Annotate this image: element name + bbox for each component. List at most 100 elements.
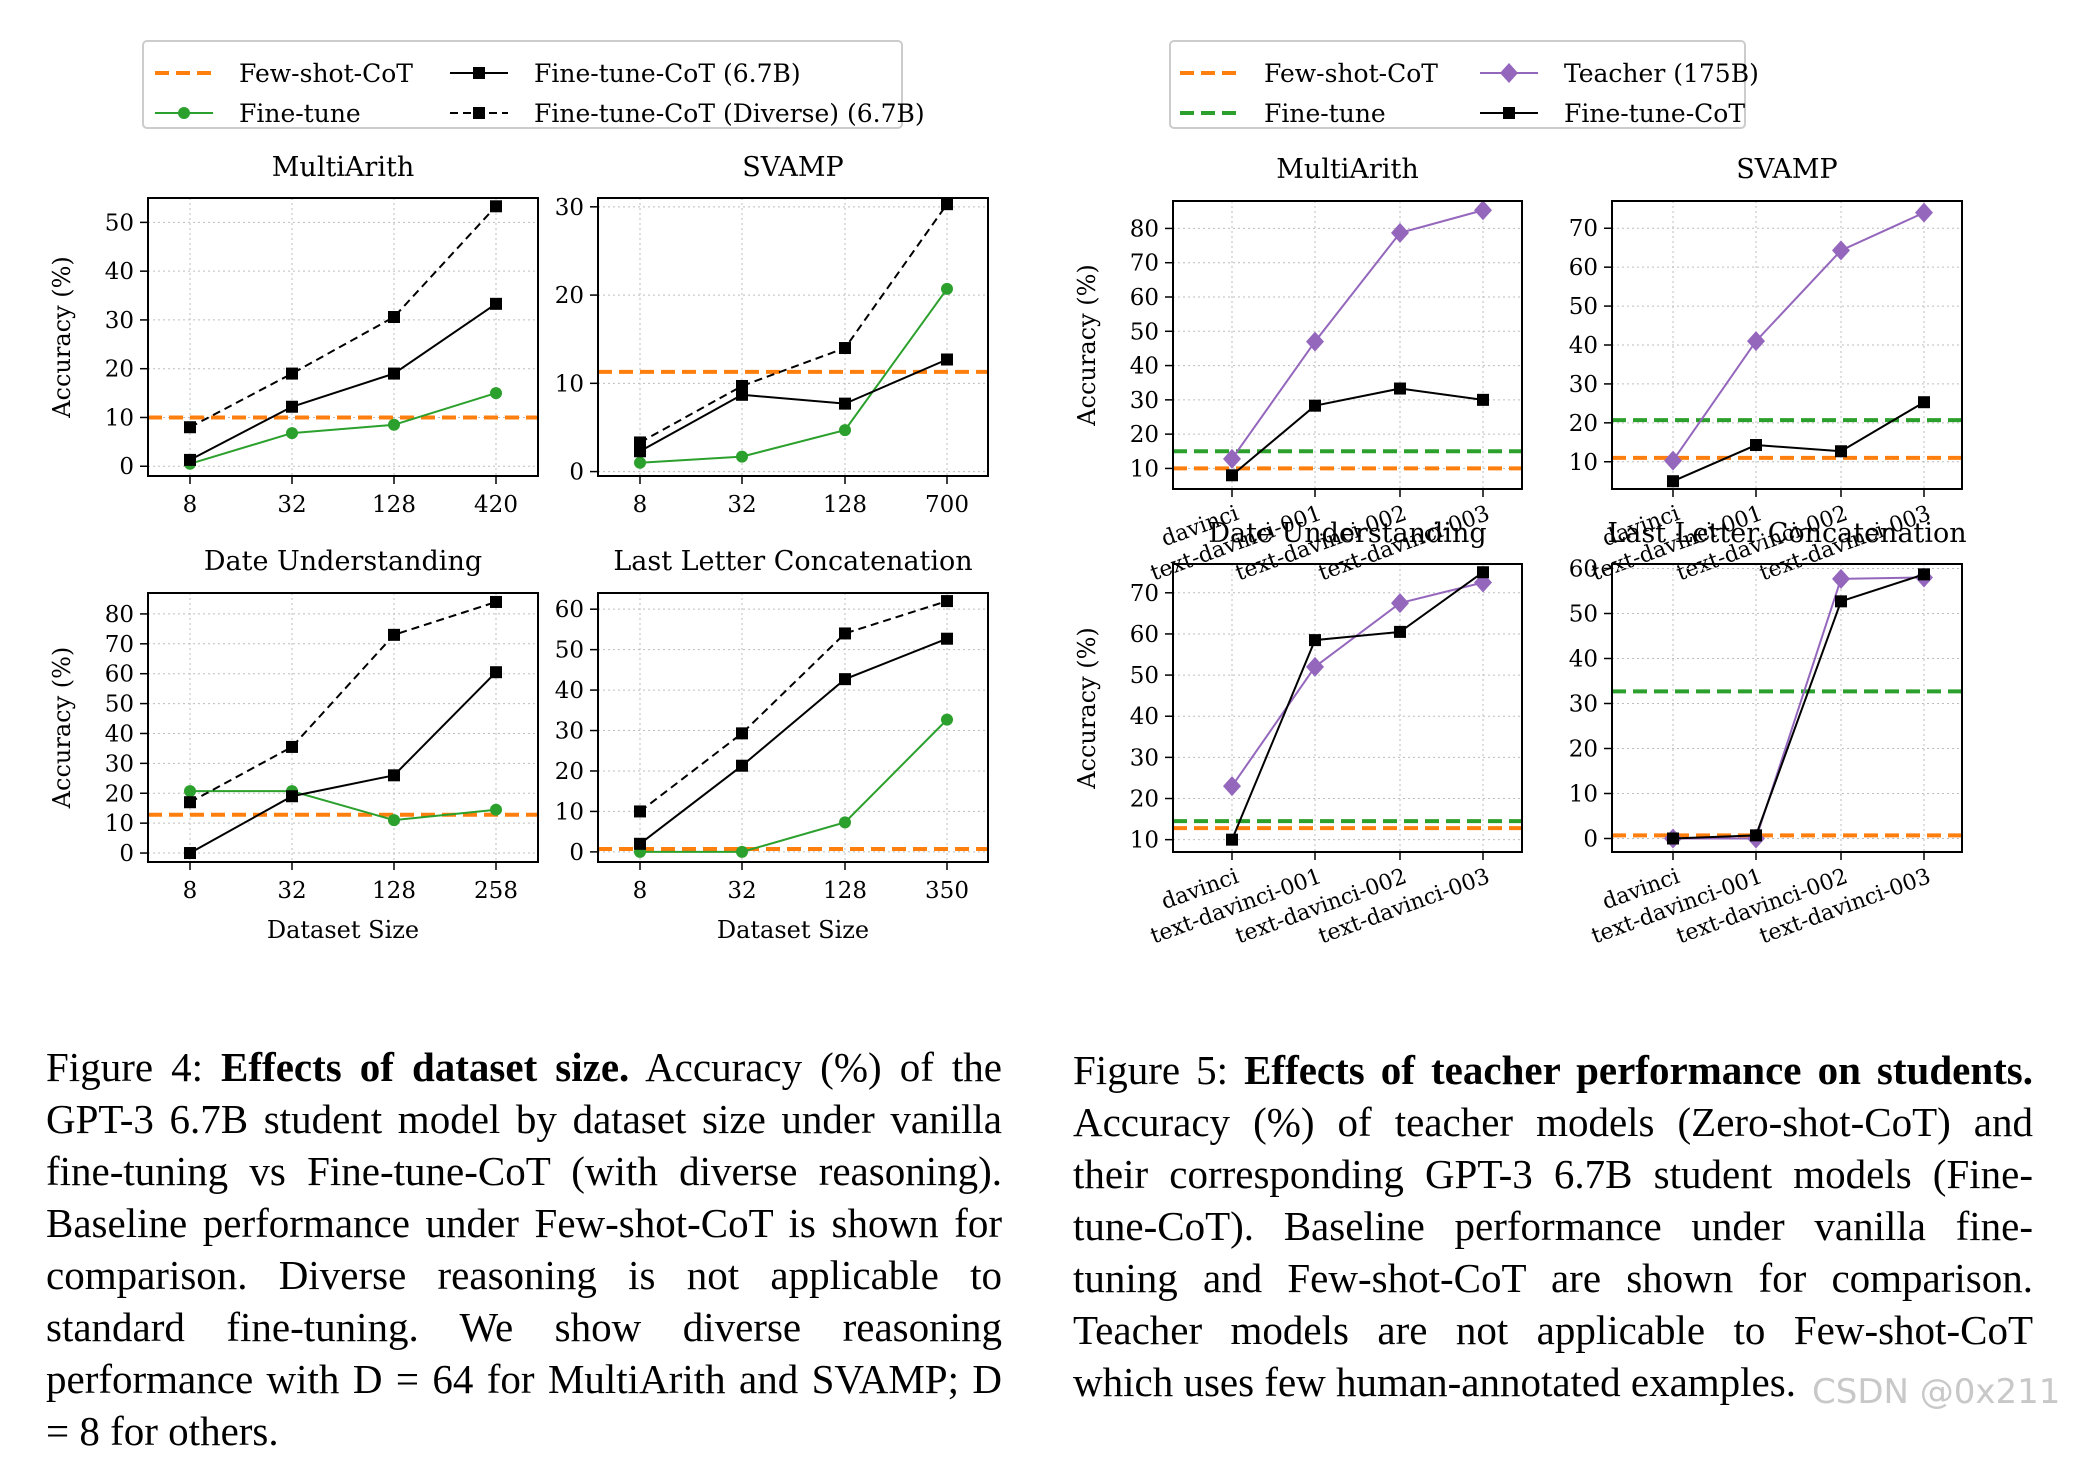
data-point: [1391, 593, 1409, 614]
legend-item: Few-shot-CoT: [1180, 59, 1438, 88]
legend-frame: [142, 40, 903, 129]
chart-title: Date Understanding: [204, 546, 482, 577]
data-point: [1918, 568, 1930, 581]
y-tick-label: 20: [555, 283, 584, 309]
y-tick-label: 30: [555, 195, 584, 221]
data-point: [286, 427, 298, 440]
data-point: [736, 379, 748, 392]
figure4-caption-prefix: Figure 4:: [46, 1044, 222, 1090]
data-point: [490, 200, 502, 213]
data-point: [1832, 240, 1850, 261]
y-tick-label: 30: [105, 308, 134, 334]
legend-item: Few-shot-CoT: [155, 59, 413, 88]
figure4-legend: Few-shot-CoT Fine-tune-CoT (6.7B) Fine-tun…: [142, 40, 925, 129]
x-axis-label: Dataset Size: [267, 916, 419, 944]
x-tick-label: 32: [277, 492, 306, 518]
data-point: [941, 282, 953, 295]
series-line: [639, 600, 948, 813]
plot-frame: [1172, 563, 1523, 853]
chart-title: SVAMP: [742, 152, 843, 183]
y-tick-label: 40: [1569, 647, 1598, 673]
data-point: [1918, 396, 1930, 409]
x-tick-label: 32: [277, 878, 306, 904]
data-point: [388, 628, 400, 641]
series-line: [1673, 576, 1925, 840]
legend-item: Fine-tune: [1180, 99, 1386, 128]
data-point: [286, 740, 298, 753]
y-tick-label: 40: [105, 721, 134, 747]
y-tick-label: 60: [1569, 255, 1598, 281]
data-point: [1477, 566, 1489, 579]
legend-swatch-marker: [473, 67, 485, 79]
chart-panel-2: 0 10 20 30 8 32 128 700 SVAMP: [555, 152, 989, 518]
y-tick-label: 60: [1569, 557, 1598, 583]
series-line: [639, 288, 948, 464]
series-fine-tune-cot-diverse-6-7b-: [184, 595, 502, 809]
y-tick-label: 50: [1569, 294, 1598, 320]
x-tick-label: 8: [183, 492, 198, 518]
y-tick-label: 60: [555, 597, 584, 623]
y-tick-label: 20: [1130, 787, 1159, 813]
data-point: [736, 759, 748, 772]
series-fine-tune-cot-diverse-6-7b-: [184, 200, 502, 434]
x-tick-label: 258: [474, 878, 518, 904]
data-point: [941, 353, 953, 366]
y-axis-label: Accuracy (%): [1073, 627, 1101, 790]
data-point: [634, 805, 646, 818]
data-point: [1915, 202, 1933, 223]
y-tick-label: 40: [1130, 704, 1159, 730]
legend-label: Fine-tune-CoT: [1564, 99, 1745, 128]
data-point: [634, 456, 646, 469]
chart-title: MultiArith: [1276, 154, 1418, 185]
y-tick-label: 50: [1130, 319, 1159, 345]
data-point: [184, 421, 196, 434]
series-line: [1672, 401, 1925, 483]
data-point: [490, 803, 502, 816]
y-tick-label: 40: [1130, 354, 1159, 380]
legend-swatch-marker: [1500, 63, 1518, 83]
y-tick-label: 50: [1569, 602, 1598, 628]
data-point: [1391, 222, 1409, 243]
y-tick-label: 10: [555, 799, 584, 825]
x-tick-label: 700: [925, 492, 969, 518]
chart-panel-3: 0 10 20 30 40 50 60 70 80 8 32 128 258 Date Understan…: [48, 546, 539, 944]
data-point: [839, 397, 851, 410]
series-teacher-175b-: [1664, 202, 1933, 471]
y-tick-label: 40: [555, 678, 584, 704]
data-point: [941, 632, 953, 645]
legend-item: Fine-tune-CoT: [1480, 99, 1745, 128]
data-point: [941, 198, 953, 211]
series-line: [189, 601, 497, 804]
series-line: [189, 392, 497, 465]
y-tick-label: 50: [1130, 663, 1159, 689]
figure-canvas: 0 10 20 30 40 50 8 32 128 420 MultiArith Accuracy (…: [48, 40, 1967, 949]
data-point: [941, 713, 953, 726]
y-tick-label: 50: [105, 692, 134, 718]
y-tick-label: 20: [555, 759, 584, 785]
figure4-caption-bold: Effects of dataset size.: [221, 1044, 630, 1090]
legend-item: Teacher (175B): [1480, 59, 1759, 88]
data-point: [490, 387, 502, 400]
data-point: [388, 418, 400, 431]
data-point: [1477, 393, 1489, 406]
legend-label: Fine-tune-CoT (6.7B): [534, 59, 801, 88]
data-point: [388, 367, 400, 380]
series-line: [1231, 571, 1484, 841]
data-point: [286, 367, 298, 380]
series-fine-tune: [184, 387, 502, 470]
legend-swatch-marker: [473, 107, 485, 119]
plot-frame: [597, 197, 989, 477]
data-point: [736, 450, 748, 463]
y-tick-label: 10: [555, 371, 584, 397]
legend-item: Fine-tune: [155, 99, 361, 128]
x-tick-label: 8: [633, 878, 648, 904]
y-tick-label: 30: [1130, 745, 1159, 771]
data-point: [839, 816, 851, 829]
data-point: [1750, 829, 1762, 842]
series-fine-tune-cot-diverse-6-7b-: [634, 198, 953, 449]
data-point: [1832, 568, 1850, 589]
y-tick-label: 20: [105, 781, 134, 807]
series-fine-tune-cot-6-7b-: [184, 297, 502, 466]
data-point: [490, 297, 502, 310]
data-point: [1309, 634, 1321, 647]
